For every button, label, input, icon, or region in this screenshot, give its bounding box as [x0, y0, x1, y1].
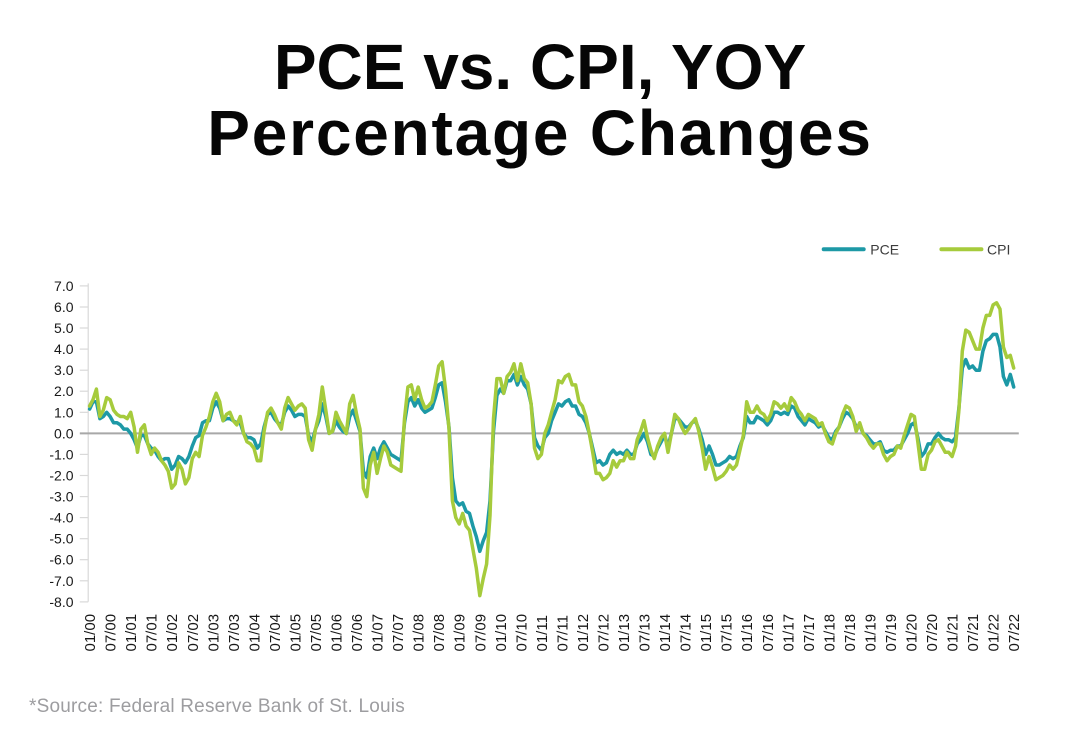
- svg-text:01/12: 01/12: [575, 614, 592, 652]
- svg-text:6.0: 6.0: [54, 299, 74, 315]
- svg-text:07/10: 07/10: [513, 614, 530, 652]
- svg-text:07/13: 07/13: [637, 614, 654, 652]
- svg-text:01/22: 01/22: [986, 614, 1003, 652]
- svg-text:07/09: 07/09: [472, 614, 489, 652]
- svg-text:07/04: 07/04: [267, 614, 284, 652]
- svg-text:2.0: 2.0: [54, 383, 74, 399]
- svg-text:07/03: 07/03: [226, 614, 243, 652]
- svg-text:01/16: 01/16: [739, 614, 756, 652]
- svg-text:01/02: 01/02: [164, 614, 181, 652]
- svg-text:PCE: PCE: [870, 241, 899, 257]
- svg-text:01/03: 01/03: [205, 614, 222, 652]
- svg-text:01/09: 01/09: [452, 614, 469, 652]
- svg-text:07/21: 07/21: [965, 614, 982, 652]
- svg-text:07/14: 07/14: [678, 614, 695, 652]
- svg-text:-2.0: -2.0: [49, 468, 73, 484]
- svg-text:01/13: 01/13: [616, 614, 633, 652]
- svg-text:01/17: 01/17: [780, 614, 797, 652]
- svg-text:01/06: 01/06: [329, 614, 346, 652]
- svg-text:07/22: 07/22: [1006, 614, 1023, 652]
- svg-text:07/18: 07/18: [842, 614, 859, 652]
- svg-text:01/10: 01/10: [493, 614, 510, 652]
- svg-text:01/07: 01/07: [370, 614, 387, 652]
- svg-text:0.0: 0.0: [54, 425, 74, 441]
- svg-text:01/18: 01/18: [821, 614, 838, 652]
- svg-text:01/11: 01/11: [534, 615, 551, 651]
- svg-text:07/19: 07/19: [883, 614, 900, 652]
- svg-text:-5.0: -5.0: [49, 531, 73, 547]
- svg-text:01/04: 01/04: [246, 614, 263, 652]
- svg-text:5.0: 5.0: [54, 320, 74, 336]
- svg-text:01/05: 01/05: [287, 614, 304, 652]
- svg-text:-7.0: -7.0: [49, 573, 73, 589]
- svg-text:01/19: 01/19: [862, 614, 879, 652]
- svg-text:01/21: 01/21: [945, 614, 962, 652]
- svg-text:07/15: 07/15: [719, 614, 736, 652]
- svg-text:07/12: 07/12: [596, 614, 613, 652]
- svg-text:01/20: 01/20: [904, 614, 921, 652]
- svg-text:07/07: 07/07: [390, 614, 407, 652]
- svg-text:01/08: 01/08: [411, 614, 428, 652]
- svg-text:-3.0: -3.0: [49, 489, 73, 505]
- svg-text:07/08: 07/08: [431, 614, 448, 652]
- svg-text:01/01: 01/01: [123, 614, 140, 652]
- svg-text:07/11: 07/11: [554, 615, 571, 651]
- svg-text:01/15: 01/15: [698, 614, 715, 652]
- svg-text:07/17: 07/17: [801, 614, 818, 652]
- svg-text:-1.0: -1.0: [49, 446, 73, 462]
- svg-text:07/01: 07/01: [144, 614, 161, 652]
- svg-text:07/20: 07/20: [924, 614, 941, 652]
- svg-text:07/06: 07/06: [349, 614, 366, 652]
- svg-text:-6.0: -6.0: [49, 552, 73, 568]
- svg-text:7.0: 7.0: [54, 278, 74, 294]
- svg-text:01/14: 01/14: [657, 614, 674, 652]
- svg-text:07/16: 07/16: [760, 614, 777, 652]
- svg-text:-8.0: -8.0: [49, 594, 73, 610]
- svg-text:07/00: 07/00: [103, 614, 120, 652]
- svg-text:07/02: 07/02: [185, 614, 202, 652]
- svg-text:CPI: CPI: [987, 241, 1010, 257]
- svg-text:01/00: 01/00: [82, 614, 99, 652]
- svg-text:07/05: 07/05: [308, 614, 325, 652]
- svg-text:1.0: 1.0: [54, 404, 74, 420]
- svg-text:-4.0: -4.0: [49, 510, 73, 526]
- svg-text:3.0: 3.0: [54, 362, 74, 378]
- svg-text:4.0: 4.0: [54, 341, 74, 357]
